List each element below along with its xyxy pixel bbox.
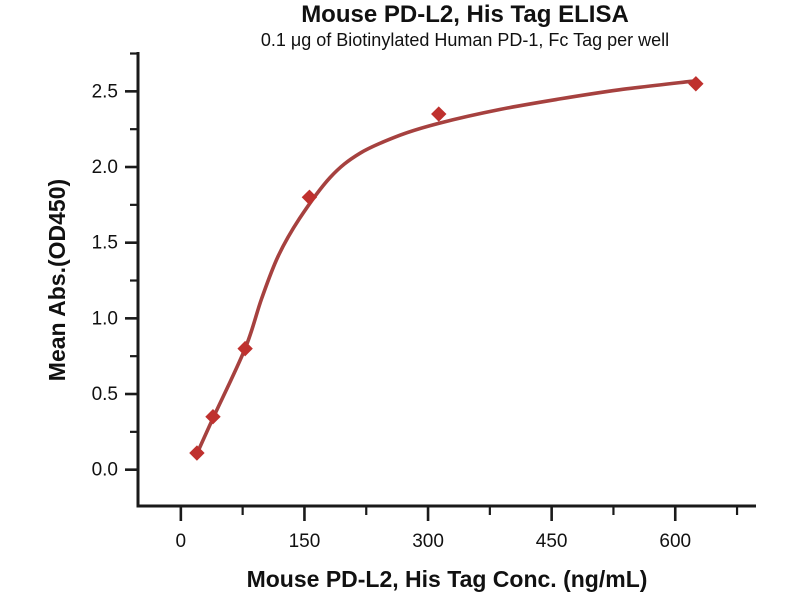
x-tick-label: 300 — [412, 531, 444, 552]
x-tick-label: 450 — [536, 531, 568, 552]
data-point-marker — [688, 76, 704, 92]
y-tick-label: 1.0 — [92, 308, 118, 329]
data-point-marker — [189, 445, 205, 461]
chart-subtitle: 0.1 μg of Biotinylated Human PD-1, Fc Ta… — [260, 30, 670, 50]
x-tick-label: 150 — [289, 531, 321, 552]
x-tick-label: 600 — [659, 531, 691, 552]
y-tick-label: 2.0 — [92, 157, 118, 178]
data-point-marker — [237, 340, 253, 357]
chart-title: Mouse PD-L2, His Tag ELISA — [301, 1, 629, 28]
x-axis-title: Mouse PD-L2, His Tag Conc. (ng/mL) — [246, 566, 648, 592]
y-tick-label: 2.5 — [92, 81, 118, 102]
axis-lines — [136, 52, 756, 508]
y-tick-label: 1.5 — [92, 233, 118, 254]
data-point-marker — [301, 189, 318, 205]
data-point-marker — [205, 409, 221, 425]
x-tick-label: 0 — [176, 531, 187, 552]
y-tick-label: 0.5 — [92, 384, 118, 405]
y-tick-label: 0.0 — [92, 460, 118, 481]
fit-curve — [195, 79, 698, 456]
data-point-marker — [431, 106, 447, 122]
